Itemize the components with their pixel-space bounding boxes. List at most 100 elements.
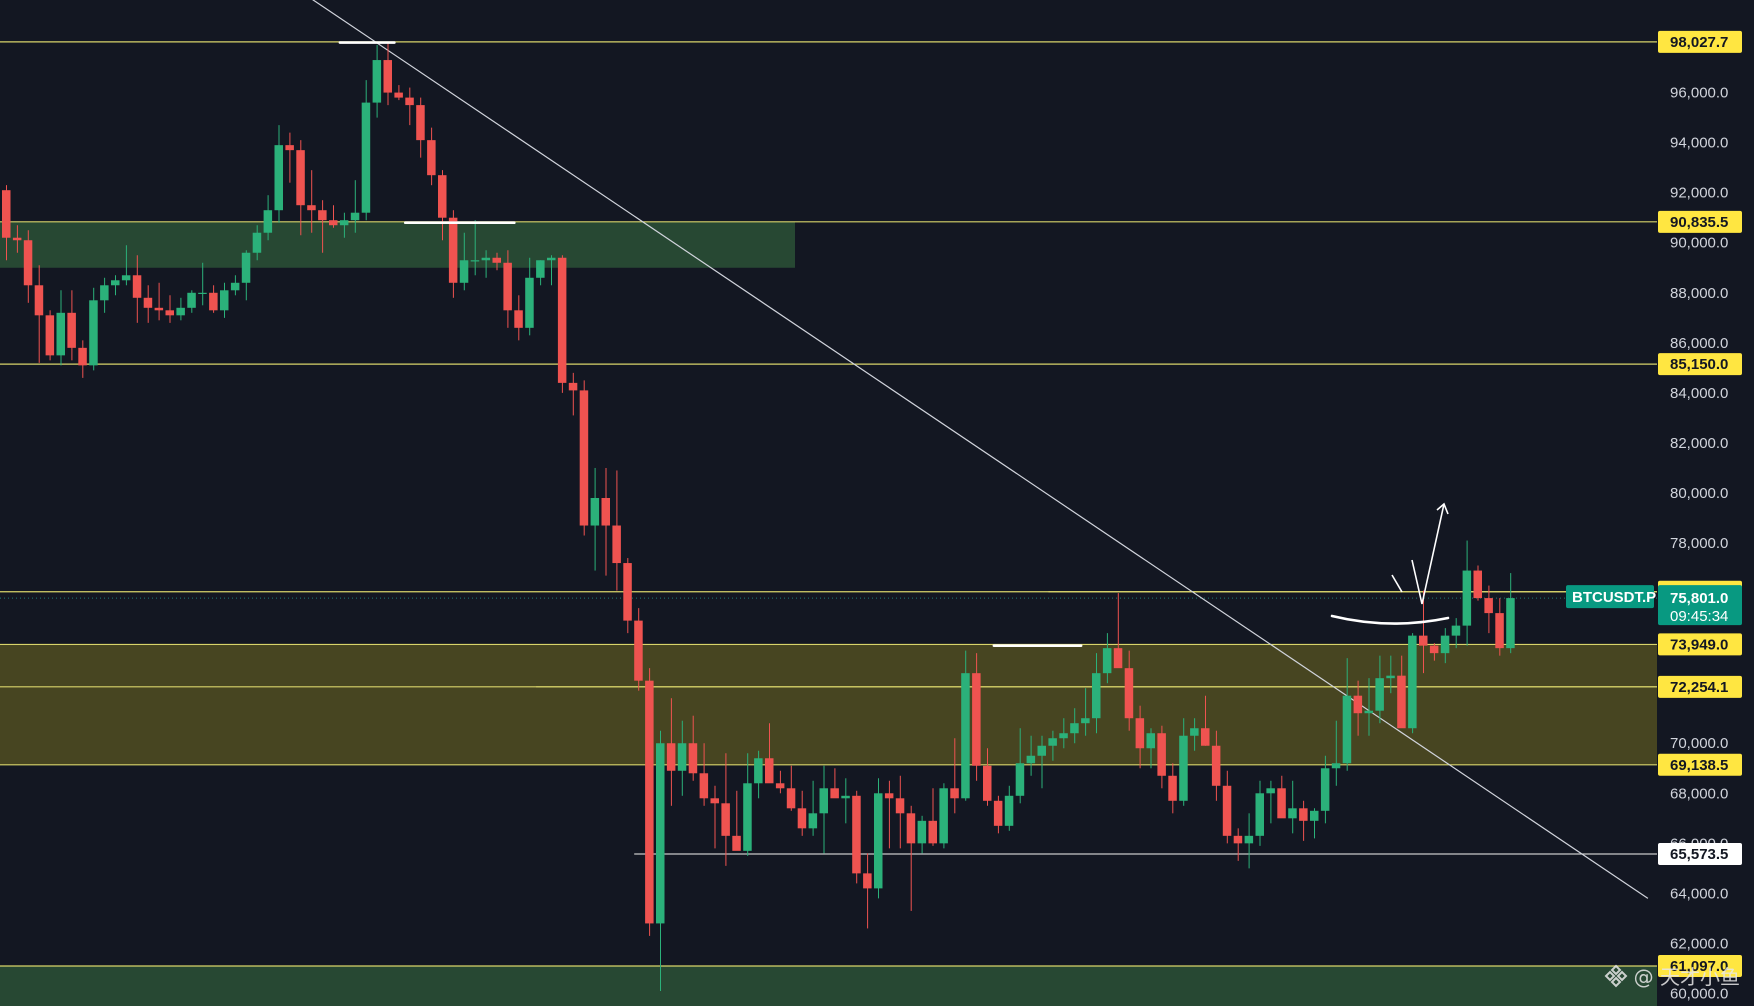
- trendline-layer: [312, 0, 1649, 899]
- candle-body: [56, 312, 65, 356]
- candle-body: [547, 257, 556, 261]
- price-tag-4: [1658, 633, 1742, 656]
- candle-body: [1190, 728, 1199, 736]
- candle-body: [993, 800, 1003, 826]
- countdown-label: 09:45:34: [1670, 608, 1728, 625]
- candle-body: [285, 145, 294, 151]
- candle-body: [1081, 718, 1090, 724]
- candle-body: [1506, 598, 1515, 649]
- candle-body: [492, 257, 501, 263]
- candle-body: [1113, 648, 1123, 669]
- price-tag-label: 90,835.5: [1670, 214, 1728, 231]
- candle-body: [12, 237, 22, 241]
- axis-tick: 84,000.0: [1670, 385, 1728, 402]
- candle-body: [612, 525, 621, 564]
- price-tag-0: [1658, 30, 1742, 53]
- candle-body: [1331, 763, 1341, 769]
- candle-body: [1092, 673, 1101, 719]
- candle-body: [1015, 763, 1025, 796]
- candle-body: [274, 145, 283, 211]
- candle-body: [1386, 675, 1395, 679]
- candle-body: [438, 175, 447, 218]
- candle-body: [470, 260, 480, 262]
- price-tag-7: [1658, 843, 1742, 866]
- candle-body: [329, 220, 338, 226]
- candle-body: [721, 803, 730, 836]
- candle-body: [590, 497, 600, 526]
- candle-body: [1429, 645, 1439, 654]
- candle-body: [459, 260, 469, 283]
- candle-body: [1168, 775, 1177, 801]
- axis-tick: 64,000.0: [1670, 885, 1728, 902]
- candle-body: [786, 788, 796, 809]
- watermark-text: @ 天才小鱼: [1633, 965, 1740, 989]
- symbol-label: BTCUSDT.P: [1572, 589, 1656, 606]
- candle-body: [350, 212, 360, 221]
- axis-tick: 86,000.0: [1670, 335, 1728, 352]
- candle-body: [983, 765, 992, 801]
- candle-body: [427, 140, 436, 176]
- candle-body: [318, 210, 327, 221]
- price-axis[interactable]: 96,000.0 94,000.0 92,000.0 90,000.0 88,000.0…: [1670, 85, 1728, 1003]
- candle-body: [1037, 745, 1046, 756]
- candle-body: [1473, 570, 1482, 599]
- candle-body: [165, 310, 174, 316]
- price-tag-label: 73,949.0: [1670, 636, 1728, 653]
- candle-body: [2, 190, 11, 238]
- candle-body: [634, 620, 643, 681]
- candle-body: [296, 150, 305, 206]
- price-tag-2: [1658, 353, 1742, 376]
- candle-body: [481, 257, 491, 261]
- axis-tick: 94,000.0: [1670, 135, 1728, 152]
- axis-tick: 92,000.0: [1670, 185, 1728, 202]
- candle-body: [939, 788, 948, 844]
- candle-body: [765, 758, 774, 784]
- axis-tick: 90,000.0: [1670, 235, 1728, 252]
- axis-tick: 62,000.0: [1670, 935, 1728, 952]
- candle-body: [1179, 735, 1188, 801]
- candle-body: [198, 292, 207, 294]
- candle-body: [1070, 723, 1079, 734]
- axis-tick: 68,000.0: [1670, 785, 1728, 802]
- candle-body: [710, 798, 719, 804]
- zone-0: [0, 221, 795, 268]
- candle-body: [45, 315, 55, 356]
- candle-body: [754, 758, 763, 784]
- last-price-tag: [1658, 585, 1742, 626]
- candle-body: [1375, 678, 1384, 711]
- candle-body: [568, 382, 578, 391]
- candle-body: [230, 282, 240, 291]
- candle-body: [623, 563, 632, 621]
- candle-body: [100, 285, 109, 301]
- axis-tick: 70,000.0: [1670, 735, 1728, 752]
- candle-body: [852, 795, 861, 874]
- axis-tick: 82,000.0: [1670, 435, 1728, 452]
- candle-body: [1342, 695, 1352, 764]
- candle-body: [78, 347, 87, 366]
- candle-body: [416, 105, 425, 141]
- diamond-logo-icon: [1604, 964, 1628, 987]
- axis-tick: 96,000.0: [1670, 85, 1728, 102]
- price-tag-label: 69,138.5: [1670, 757, 1728, 774]
- axis-tick: 88,000.0: [1670, 285, 1728, 302]
- candle-body: [372, 60, 382, 103]
- candle-body: [383, 60, 392, 93]
- candle-body: [525, 277, 534, 328]
- candle-body: [557, 257, 567, 383]
- candle-body: [1299, 808, 1308, 821]
- candle-body: [1102, 648, 1112, 674]
- price-tag-8: [1658, 955, 1742, 978]
- axis-tick: 80,000.0: [1670, 485, 1728, 502]
- candle-body: [339, 220, 349, 226]
- candle-body: [1211, 745, 1221, 786]
- candle-body: [1146, 733, 1155, 749]
- candle-body: [874, 793, 883, 889]
- candle-body: [972, 673, 981, 766]
- candle-body: [656, 743, 665, 924]
- axis-tick: 78,000.0: [1670, 535, 1728, 552]
- candle-body: [906, 813, 916, 844]
- candle-body: [1451, 625, 1461, 636]
- price-tag-5: [1658, 675, 1742, 698]
- candle-body: [252, 232, 262, 253]
